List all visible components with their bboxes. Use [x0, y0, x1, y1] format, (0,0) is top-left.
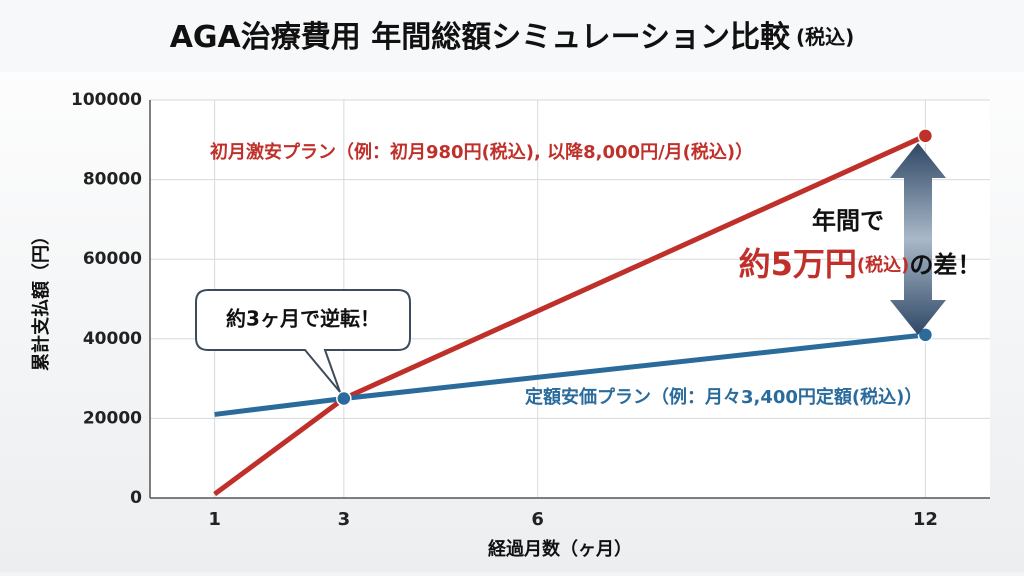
y-axis-label: 累計支払額（円）	[30, 227, 52, 371]
chart-title: AGA治療費用 年間総額シミュレーション比較 (税込)	[170, 20, 855, 55]
diff-note: (税込)	[857, 254, 909, 276]
series-label: 定額安価プラン（例：月々3,400円定額(税込)）	[525, 386, 922, 408]
plot: 0 20000 40000 60000 80000 100000 1 3 6 12 経過月数（ヶ月）…	[30, 90, 990, 560]
diff-lead: 年間で	[812, 207, 884, 235]
y-tick-label: 80000	[83, 170, 142, 190]
difference-arrow	[890, 143, 946, 335]
x-tick-label: 12	[913, 509, 938, 530]
y-tick-label: 60000	[83, 249, 142, 269]
y-tick-label: 20000	[83, 408, 142, 428]
x-tick-label: 1	[208, 509, 221, 530]
diff-tail: の差！	[909, 251, 981, 279]
x-axis-label: 経過月数（ヶ月）	[488, 538, 632, 560]
diff-text: 約5万円(税込)の差！	[739, 245, 982, 283]
data-point	[917, 327, 934, 343]
data-point	[917, 128, 934, 144]
y-tick-label: 0	[130, 488, 142, 508]
callout-bubble	[195, 289, 411, 393]
callout-text: 約3ヶ月で逆転！	[226, 307, 380, 331]
y-tick-label: 40000	[83, 329, 142, 349]
diff-amount: 約5万円	[739, 245, 857, 283]
series-label: 初月激安プラン（例：初月980円(税込), 以降8,000円/月(税込)）	[210, 141, 753, 163]
data-point	[336, 390, 352, 407]
x-tick-label: 6	[531, 509, 544, 530]
callout: 約3ヶ月で逆転！	[195, 289, 411, 393]
y-tick-label: 100000	[71, 90, 142, 110]
title-band	[0, 0, 1024, 72]
title-note: (税込)	[796, 25, 854, 49]
x-tick-label: 3	[338, 509, 351, 530]
title-main: AGA治療費用 年間総額シミュレーション比較	[170, 20, 791, 55]
